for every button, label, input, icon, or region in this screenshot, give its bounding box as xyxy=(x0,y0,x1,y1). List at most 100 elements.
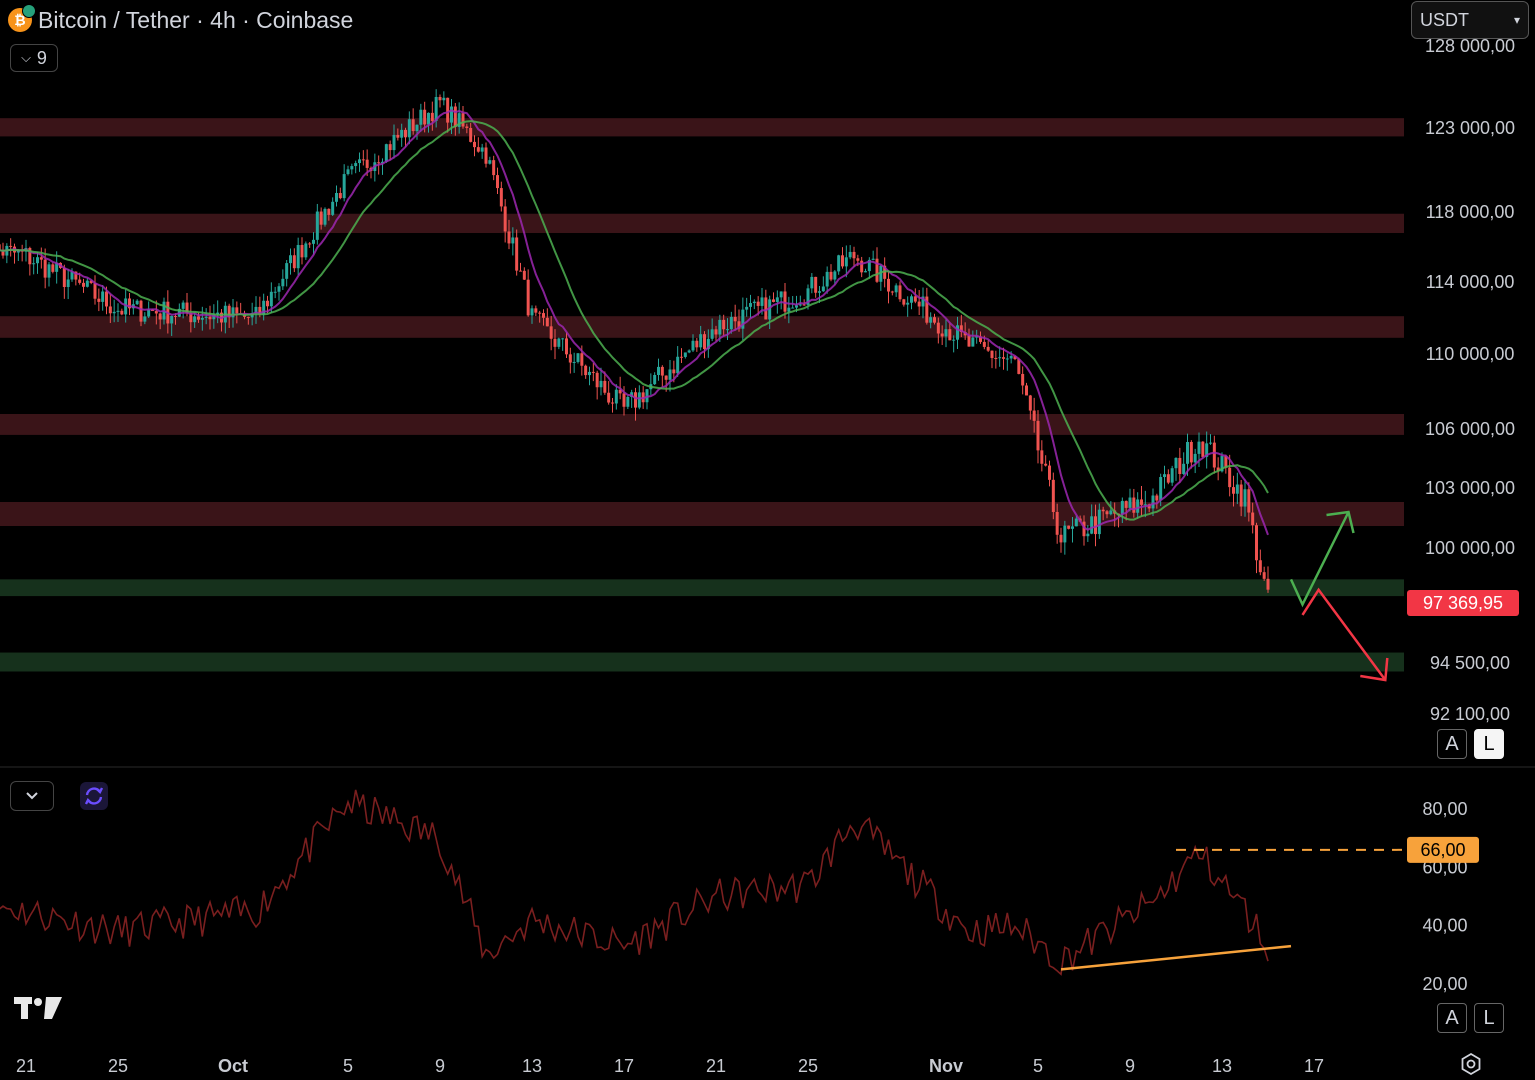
resistance-zone xyxy=(0,502,1404,526)
candle-body xyxy=(1193,453,1197,463)
candle-body xyxy=(292,255,296,269)
candle-body xyxy=(522,270,526,280)
candle-body xyxy=(1071,526,1074,529)
candle-body xyxy=(572,361,576,363)
candle-body xyxy=(488,160,492,164)
candle-body xyxy=(756,301,760,306)
candle-body xyxy=(576,353,580,362)
indicators-toggle-button[interactable]: ⌵ 9 xyxy=(10,44,58,72)
candle-body xyxy=(319,211,323,225)
support-zone xyxy=(0,579,1404,597)
candle-body xyxy=(714,329,718,335)
candle-body xyxy=(269,291,273,307)
candle-body xyxy=(28,247,32,265)
candle-body xyxy=(296,245,300,269)
candle-body xyxy=(1063,525,1067,543)
last-price-badge xyxy=(1407,589,1519,616)
candle-body xyxy=(1005,358,1009,360)
rsi-axis-label: 80,00 xyxy=(1422,799,1467,819)
candle-body xyxy=(473,141,476,148)
candle-body xyxy=(710,329,714,339)
candle-body xyxy=(1205,443,1209,457)
gear-icon[interactable] xyxy=(1459,1052,1483,1076)
candle-body xyxy=(430,112,434,121)
time-axis-label: 25 xyxy=(798,1056,818,1076)
candle-body xyxy=(779,291,783,298)
candle-body xyxy=(85,280,89,287)
candle-body xyxy=(729,316,733,330)
candle-body xyxy=(476,147,480,152)
candle-body xyxy=(814,276,818,293)
candle-body xyxy=(74,271,78,280)
candle-body xyxy=(657,366,660,376)
rsi-collapse-button[interactable] xyxy=(10,781,54,811)
candle-body xyxy=(1082,521,1086,537)
time-axis-label: 5 xyxy=(343,1056,353,1076)
currency-select[interactable]: USDT ▾ xyxy=(1411,1,1529,39)
candle-body xyxy=(331,201,335,215)
price-log-scale-button[interactable]: L xyxy=(1474,729,1504,759)
candle-body xyxy=(507,231,511,244)
candle-body xyxy=(112,311,116,314)
candle-body xyxy=(1109,510,1113,515)
symbol-title[interactable]: Bitcoin / Tether · 4h · Coinbase xyxy=(38,6,354,33)
candle-body xyxy=(1124,500,1128,508)
candle-body xyxy=(864,271,867,273)
symbol-header[interactable]: ₿ Bitcoin / Tether · 4h · Coinbase xyxy=(8,4,353,36)
candle-body xyxy=(423,109,427,125)
candle-body xyxy=(588,371,591,376)
candle-body xyxy=(51,264,55,272)
candle-body xyxy=(1094,516,1097,535)
candle-body xyxy=(561,338,565,340)
candle-body xyxy=(580,353,584,366)
time-axis-label: 21 xyxy=(16,1056,36,1076)
price-axis-label: 118 000,00 xyxy=(1426,202,1515,222)
candle-body xyxy=(1074,518,1078,527)
candle-body xyxy=(683,352,687,357)
price-axis-label: 123 000,00 xyxy=(1425,118,1515,138)
candle-body xyxy=(936,322,940,334)
bearish-scenario-arrow xyxy=(1301,587,1387,681)
candle-body xyxy=(1128,497,1132,508)
candle-body xyxy=(327,208,331,215)
candle-body xyxy=(986,346,990,351)
candle-body xyxy=(933,317,936,323)
candle-body xyxy=(396,134,400,138)
slow-moving-average-line xyxy=(0,120,1269,521)
candle-body xyxy=(1105,511,1109,515)
resistance-zone xyxy=(0,213,1404,233)
candle-body xyxy=(806,288,810,305)
candle-body xyxy=(668,369,672,380)
candle-body xyxy=(1059,534,1063,543)
candle-body xyxy=(1243,489,1247,507)
refresh-icon[interactable] xyxy=(80,782,108,810)
candle-body xyxy=(772,299,775,302)
rsi-log-scale-button[interactable]: L xyxy=(1474,1003,1504,1033)
candle-body xyxy=(538,312,542,314)
candle-body xyxy=(764,297,768,320)
price-auto-scale-button[interactable]: A xyxy=(1437,729,1467,759)
candle-body xyxy=(185,302,189,314)
candle-body xyxy=(545,317,549,327)
candle-body xyxy=(940,333,944,337)
candle-body xyxy=(1021,373,1025,386)
candle-body xyxy=(43,259,47,278)
rsi-auto-scale-button[interactable]: A xyxy=(1437,1003,1467,1033)
candle-body xyxy=(852,251,856,259)
candle-body xyxy=(1025,385,1028,396)
candle-body xyxy=(741,309,745,329)
candle-body xyxy=(289,255,292,264)
candle-body xyxy=(1255,525,1258,561)
candle-body xyxy=(1220,456,1224,472)
last-price-label: 97 369,95 xyxy=(1423,593,1503,613)
tradingview-logo[interactable] xyxy=(14,993,64,1023)
candle-body xyxy=(105,291,108,307)
candle-body xyxy=(1262,572,1266,579)
candle-body xyxy=(404,129,407,138)
candle-body xyxy=(768,299,772,320)
price-axis-label: 100 000,00 xyxy=(1425,538,1515,558)
candle-body xyxy=(392,134,396,151)
candle-body xyxy=(254,306,258,313)
candle-body xyxy=(515,237,519,271)
